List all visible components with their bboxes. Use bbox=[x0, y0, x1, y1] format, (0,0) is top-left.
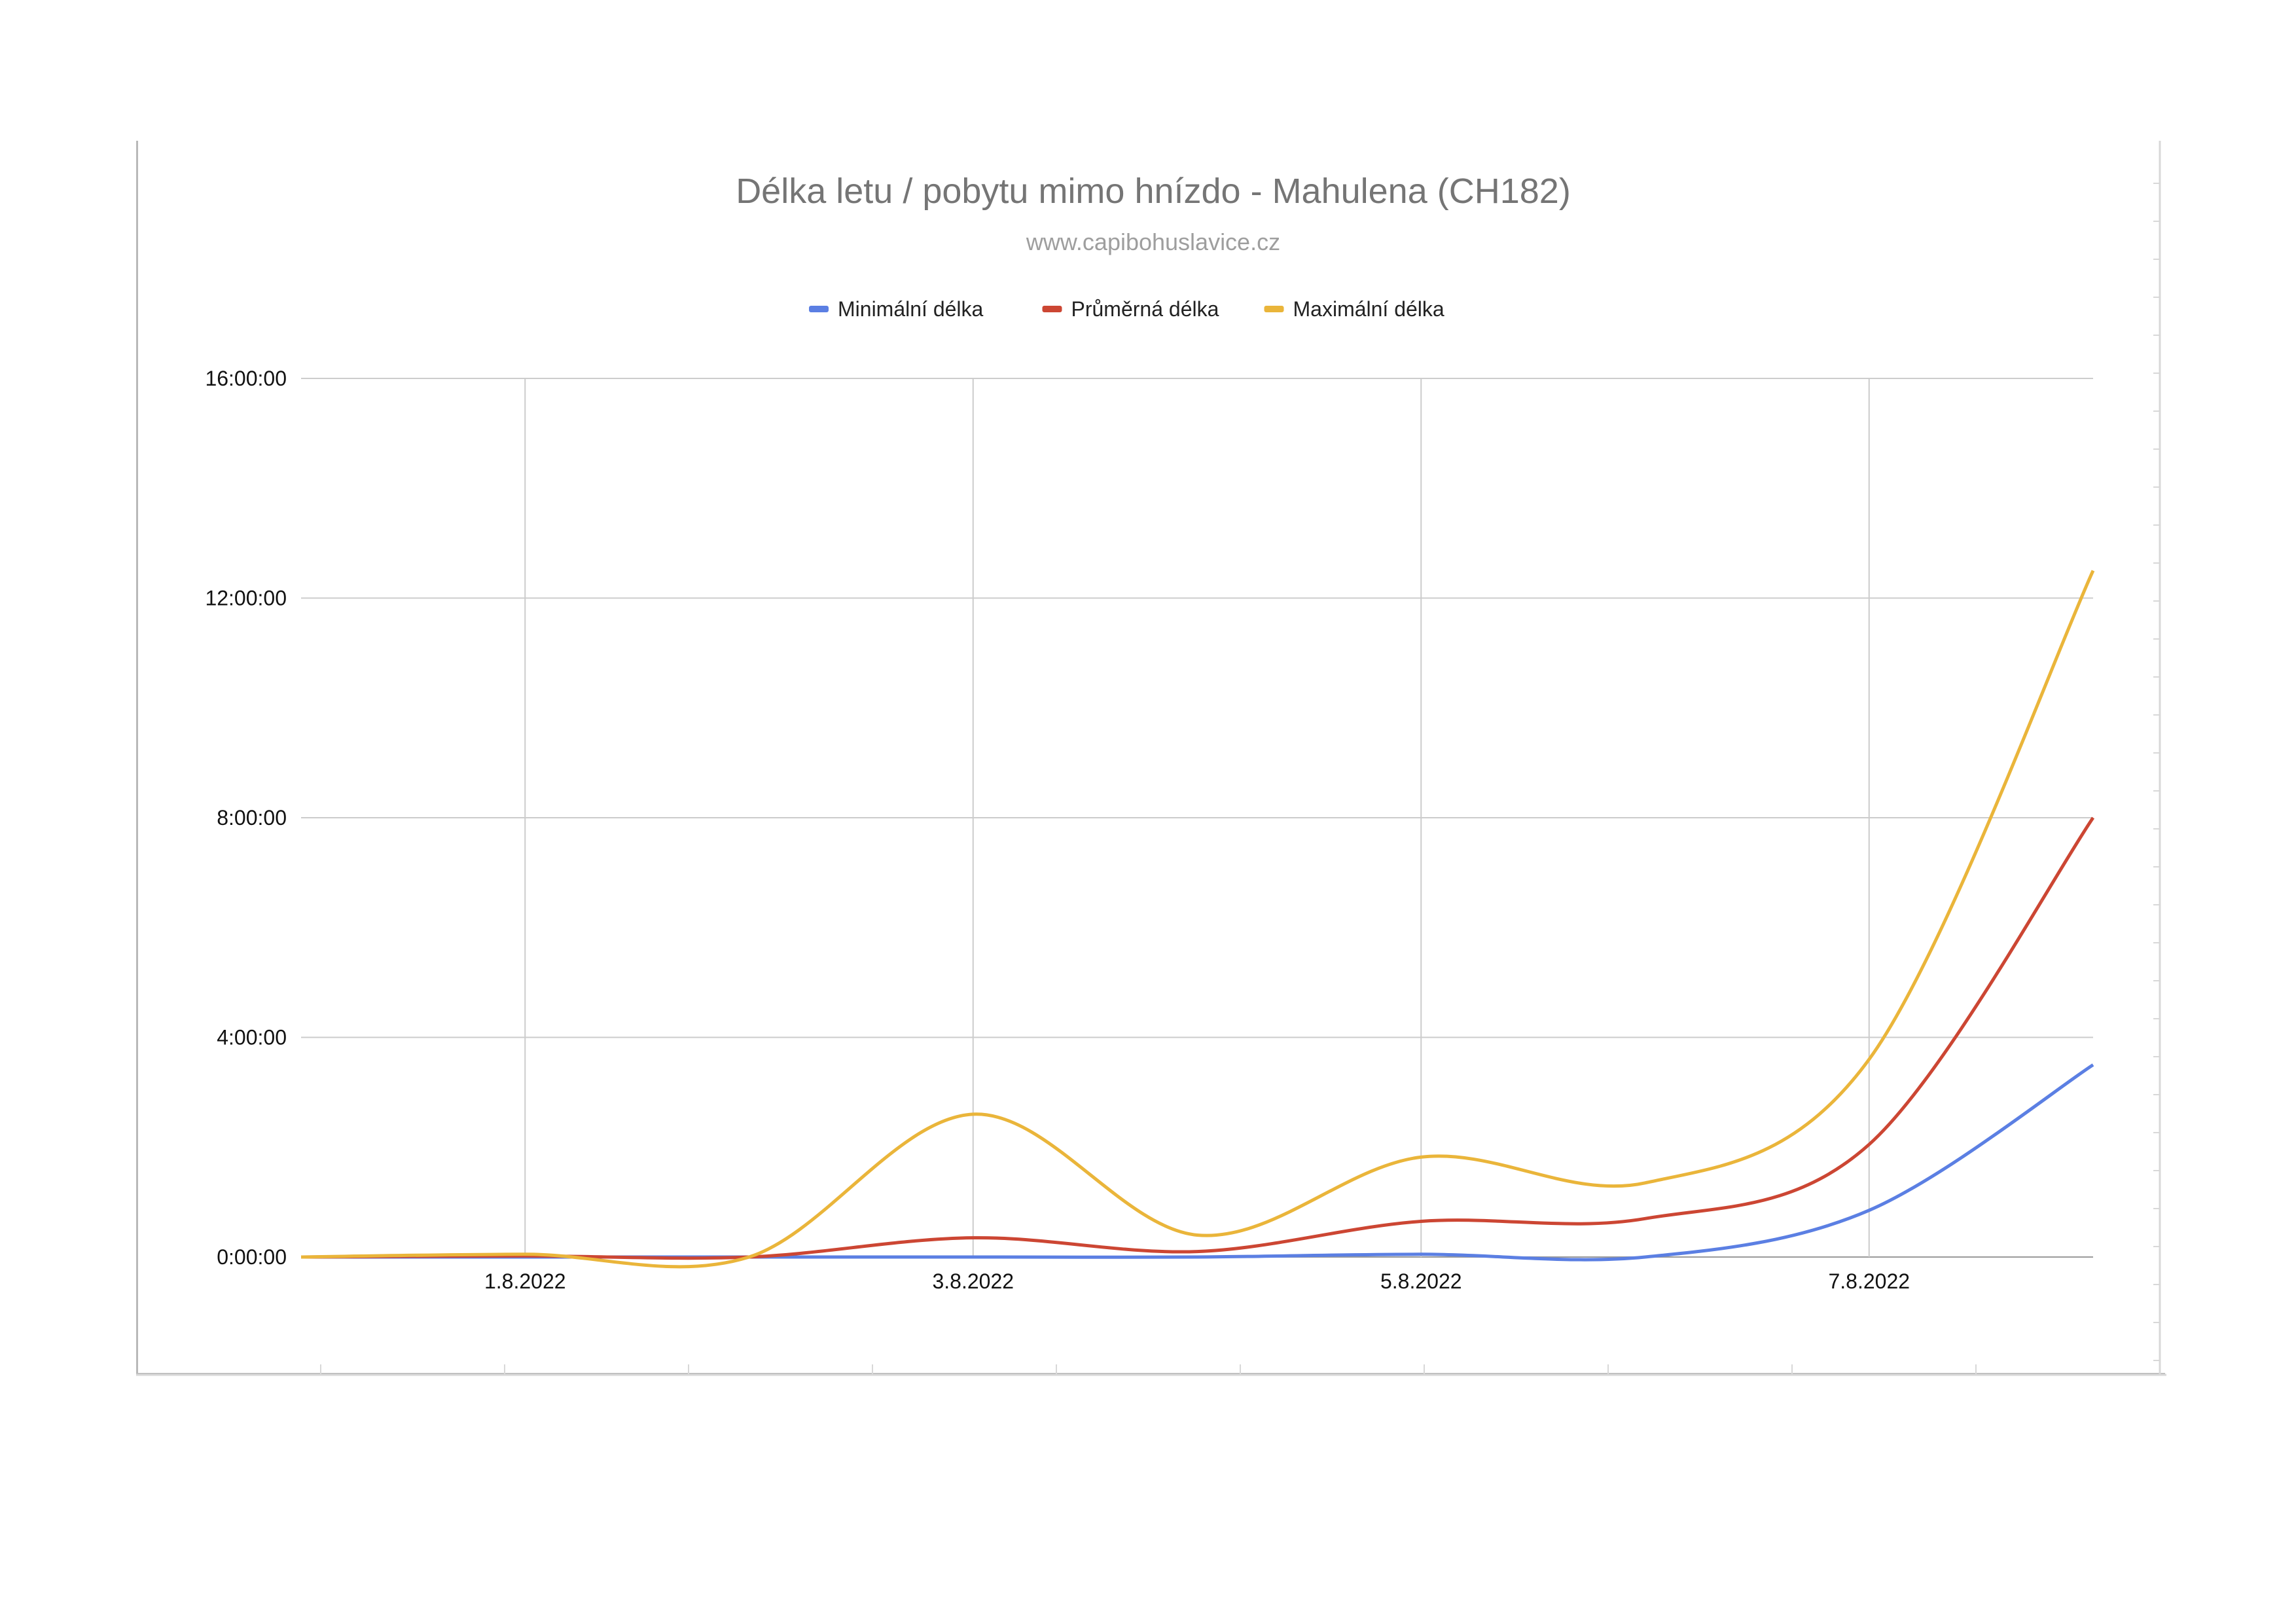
chart-series bbox=[300, 570, 2095, 1269]
series-line-3 bbox=[300, 570, 2095, 1269]
series-line-2 bbox=[300, 816, 2095, 1260]
x-tick-label: 1.8.2022 bbox=[484, 1269, 566, 1293]
x-tick-label: 7.8.2022 bbox=[1828, 1269, 1910, 1293]
series-line-1 bbox=[301, 1063, 2094, 1262]
chart-grid bbox=[301, 378, 2093, 1258]
y-tick-label: 8:00:00 bbox=[217, 806, 287, 830]
legend-label-2: Průměrná délka bbox=[1071, 297, 1219, 321]
legend-swatch-2 bbox=[1042, 306, 1062, 312]
x-tick-label: 3.8.2022 bbox=[932, 1269, 1014, 1293]
y-tick-label: 0:00:00 bbox=[217, 1245, 287, 1269]
chart-ticks: 0:00:00 4:00:00 8:00:00 12:00:00 16:00:00 1.8… bbox=[205, 367, 1910, 1293]
y-tick-label: 4:00:00 bbox=[217, 1026, 287, 1049]
y-tick-label: 16:00:00 bbox=[205, 367, 287, 390]
legend-label-1: Minimální délka bbox=[838, 297, 984, 321]
chart-title: Délka letu / pobytu mimo hnízdo - Mahule… bbox=[736, 172, 1571, 211]
legend-label-3: Maximální délka bbox=[1293, 297, 1444, 321]
chart-subtitle: www.capibohuslavice.cz bbox=[1026, 228, 1280, 255]
sheet-grid-decoration bbox=[136, 141, 2166, 1376]
legend-swatch-1 bbox=[809, 306, 829, 312]
chart-legend: Minimální délka Průměrná délka Maximální d… bbox=[809, 297, 1444, 321]
legend-swatch-3 bbox=[1264, 306, 1284, 312]
y-tick-label: 12:00:00 bbox=[205, 587, 287, 610]
x-tick-label: 5.8.2022 bbox=[1380, 1269, 1462, 1293]
